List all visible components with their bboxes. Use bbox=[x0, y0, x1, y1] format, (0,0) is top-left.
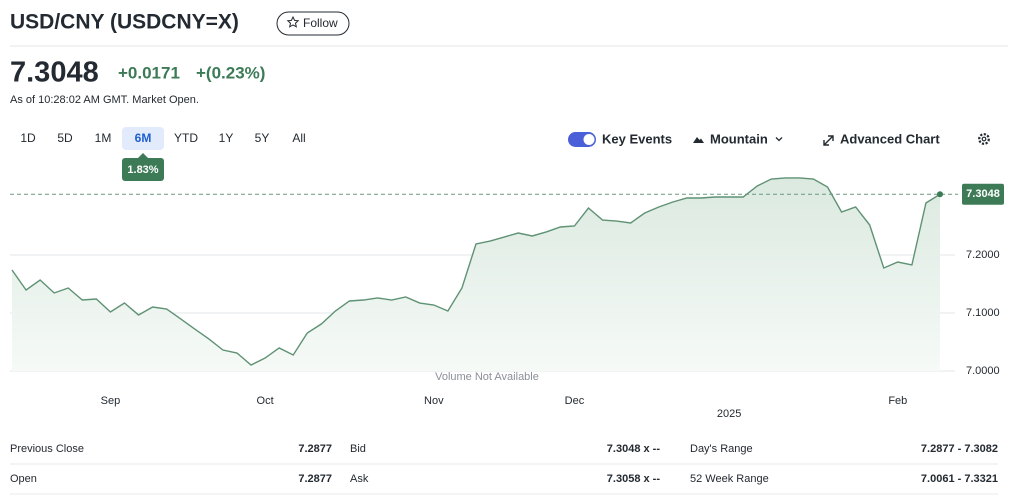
gear-center bbox=[981, 136, 987, 142]
badge-pointer bbox=[138, 153, 148, 158]
x-tick-label: 2025 bbox=[717, 408, 741, 420]
stat-value: 7.2877 bbox=[298, 473, 332, 485]
stat-value: 7.2877 bbox=[298, 443, 332, 455]
price-tag-label: 7.3048 bbox=[966, 188, 1000, 200]
stat-label: Bid bbox=[350, 443, 366, 455]
range-button[interactable]: 5D bbox=[57, 131, 73, 145]
volume-note: Volume Not Available bbox=[435, 371, 539, 383]
expand-icon bbox=[823, 135, 834, 146]
x-tick-label: Nov bbox=[424, 395, 444, 407]
advanced-chart[interactable]: Advanced Chart bbox=[840, 131, 940, 146]
range-change: 1.83% bbox=[127, 164, 158, 176]
mountain-icon bbox=[693, 137, 704, 143]
range-button[interactable]: YTD bbox=[174, 131, 198, 145]
follow-button[interactable] bbox=[276, 11, 350, 36]
stat-label: Previous Close bbox=[10, 443, 84, 455]
stat-value: 7.0061 - 7.3321 bbox=[921, 473, 998, 485]
price: 7.3048 bbox=[10, 57, 99, 89]
y-tick-label: 7.2000 bbox=[966, 249, 1000, 261]
range-change-badge bbox=[122, 158, 164, 181]
x-tick-label: Dec bbox=[565, 395, 585, 407]
stat-value: 7.2877 - 7.3082 bbox=[921, 443, 998, 455]
stat-value: 7.3058 x -- bbox=[607, 473, 661, 485]
range-button[interactable]: 5Y bbox=[255, 131, 270, 145]
stat-label: Ask bbox=[350, 473, 369, 485]
price-tag bbox=[962, 183, 1004, 205]
range-button[interactable]: 6M bbox=[135, 131, 152, 145]
range-button[interactable]: 1M bbox=[95, 131, 112, 145]
toggle-knob bbox=[583, 134, 595, 145]
as-of: As of 10:28:02 AM GMT. Market Open. bbox=[10, 94, 199, 106]
star-icon bbox=[286, 15, 300, 28]
y-tick-label: 7.0000 bbox=[966, 365, 1000, 377]
x-tick-label: Sep bbox=[101, 395, 121, 407]
range-button[interactable]: All bbox=[292, 131, 305, 145]
last-point bbox=[937, 191, 943, 198]
range-button[interactable]: 1Y bbox=[219, 131, 234, 145]
stat-label: 52 Week Range bbox=[690, 473, 769, 485]
stat-label: Day's Range bbox=[690, 443, 753, 455]
follow-label[interactable]: Follow bbox=[303, 16, 338, 30]
range-selected-bg bbox=[122, 127, 164, 150]
x-tick-label: Feb bbox=[888, 395, 907, 407]
range-button[interactable]: 1D bbox=[20, 131, 36, 145]
area bbox=[12, 177, 940, 371]
title: USD/CNY (USDCNY=X) bbox=[10, 11, 239, 34]
chevron bbox=[775, 137, 783, 142]
key-events[interactable]: Key Events bbox=[602, 131, 672, 146]
mountain[interactable]: Mountain bbox=[710, 131, 768, 146]
x-tick-label: Oct bbox=[257, 395, 274, 407]
stat-value: 7.3048 x -- bbox=[607, 443, 661, 455]
line bbox=[11, 177, 941, 366]
change: +0.0171 bbox=[118, 63, 180, 82]
y-tick-label: 7.1000 bbox=[966, 307, 1000, 319]
gear-icon[interactable] bbox=[978, 133, 990, 145]
stat-label: Open bbox=[10, 473, 37, 485]
change-percent: +(0.23%) bbox=[196, 63, 265, 82]
